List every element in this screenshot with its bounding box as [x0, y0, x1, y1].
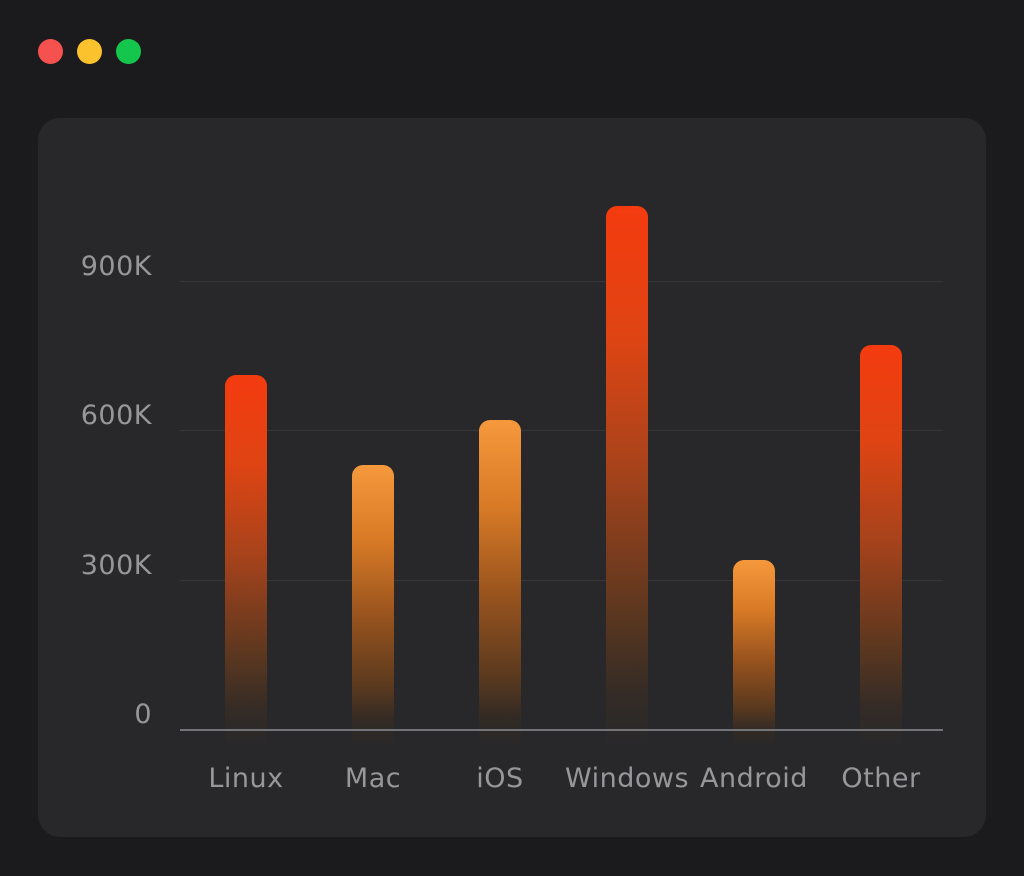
bar-windows[interactable] [606, 206, 648, 747]
bar-mac[interactable] [352, 465, 394, 747]
close-button[interactable] [38, 39, 63, 64]
y-axis-tick-label: 300K [80, 550, 152, 581]
x-axis-label-other: Other [841, 763, 921, 794]
gridline-300k [180, 580, 943, 581]
y-axis-tick-label: 0 [134, 699, 152, 730]
gridline-900k [180, 281, 943, 282]
bar-other[interactable] [860, 345, 902, 747]
minimize-button[interactable] [77, 39, 102, 64]
x-axis-line [180, 729, 943, 731]
y-axis-tick-label: 600K [80, 400, 152, 431]
bar-ios[interactable] [479, 420, 521, 747]
bar-chart: 900K 600K 300K 0 Linux Mac iOS Windows Android Ot… [38, 118, 986, 837]
bar-android[interactable] [733, 560, 775, 747]
bar-linux[interactable] [225, 375, 267, 747]
gridline-600k [180, 430, 943, 431]
x-axis-label-android: Android [700, 763, 808, 794]
zoom-button[interactable] [116, 39, 141, 64]
x-axis-label-windows: Windows [564, 763, 690, 794]
x-axis-label-mac: Mac [344, 763, 402, 794]
chart-card: 900K 600K 300K 0 Linux Mac iOS Windows Android Ot… [38, 118, 986, 837]
x-axis-label-linux: Linux [208, 763, 284, 794]
window-controls [38, 39, 141, 64]
y-axis-tick-label: 900K [80, 251, 152, 282]
x-axis-label-ios: iOS [476, 763, 524, 794]
